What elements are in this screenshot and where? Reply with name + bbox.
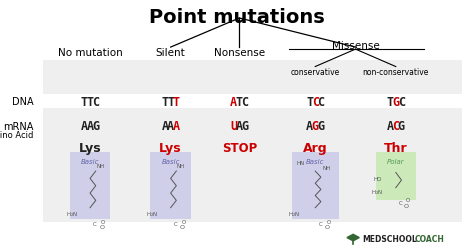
Bar — [292, 152, 339, 219]
Text: C: C — [92, 96, 99, 109]
Text: A: A — [173, 119, 180, 133]
Text: $\mathregular{O}$: $\mathregular{O}$ — [403, 201, 410, 209]
Text: STOP: STOP — [222, 141, 257, 154]
Text: Polar: Polar — [387, 159, 405, 165]
Text: NH: NH — [177, 163, 185, 168]
Bar — [43, 95, 462, 109]
Text: MEDSCHOOL: MEDSCHOOL — [363, 234, 418, 243]
Text: A: A — [236, 119, 243, 133]
Text: A: A — [306, 119, 313, 133]
Text: Lys: Lys — [159, 141, 182, 154]
Bar — [70, 152, 110, 219]
Text: $\mathregular{O}$: $\mathregular{O}$ — [99, 223, 105, 231]
Text: HO: HO — [373, 177, 382, 182]
Text: A: A — [387, 119, 394, 133]
Text: A: A — [230, 96, 237, 109]
Text: C: C — [311, 96, 319, 109]
Text: T: T — [387, 96, 394, 109]
Text: T: T — [236, 96, 243, 109]
Text: Basic: Basic — [306, 159, 325, 165]
Text: mRNA: mRNA — [3, 121, 33, 131]
Text: $\mathregular{O}$: $\mathregular{O}$ — [100, 217, 106, 225]
Text: Missense: Missense — [332, 40, 379, 50]
Text: Amino Acid: Amino Acid — [0, 130, 33, 139]
Text: A: A — [162, 119, 169, 133]
Text: A: A — [86, 119, 94, 133]
Text: COACH: COACH — [415, 234, 445, 243]
Text: $\mathregular{H_2N}$: $\mathregular{H_2N}$ — [288, 210, 300, 219]
Text: T: T — [167, 96, 174, 109]
Text: Arg: Arg — [303, 141, 328, 154]
Text: $\mathregular{O}$: $\mathregular{O}$ — [324, 223, 330, 231]
Text: G: G — [92, 119, 99, 133]
Text: T: T — [81, 96, 88, 109]
Text: T: T — [306, 96, 313, 109]
Text: $\mathregular{H_2N}$: $\mathregular{H_2N}$ — [146, 210, 159, 219]
Text: Lys: Lys — [79, 141, 101, 154]
Text: Basic: Basic — [161, 159, 180, 165]
Text: $\mathregular{O}$: $\mathregular{O}$ — [405, 196, 411, 203]
Text: Point mutations: Point mutations — [149, 8, 325, 26]
Text: $\mathregular{H_2N}$: $\mathregular{H_2N}$ — [66, 210, 78, 219]
Text: G: G — [392, 96, 400, 109]
Text: T: T — [162, 96, 169, 109]
Text: C: C — [392, 119, 400, 133]
Text: DNA: DNA — [11, 97, 33, 107]
Text: No mutation: No mutation — [58, 48, 122, 58]
Text: conservative: conservative — [291, 67, 340, 76]
Text: $\mathregular{C}$: $\mathregular{C}$ — [173, 219, 178, 227]
Text: Nonsense: Nonsense — [214, 48, 265, 58]
Text: non-conservative: non-conservative — [363, 67, 429, 76]
Text: $\mathregular{O}$: $\mathregular{O}$ — [326, 217, 331, 225]
Text: $\mathregular{H_2N}$: $\mathregular{H_2N}$ — [371, 187, 383, 196]
Text: $\mathregular{C}$: $\mathregular{C}$ — [92, 219, 98, 227]
Text: NH: NH — [323, 165, 331, 170]
Text: A: A — [167, 119, 174, 133]
Text: G: G — [311, 119, 319, 133]
Text: $\mathregular{C}$: $\mathregular{C}$ — [398, 199, 403, 206]
Text: C: C — [398, 96, 405, 109]
Text: $\mathregular{O}$: $\mathregular{O}$ — [179, 223, 186, 231]
Text: G: G — [241, 119, 248, 133]
Text: T: T — [86, 96, 94, 109]
Bar — [43, 60, 462, 222]
Polygon shape — [347, 234, 359, 241]
Text: T: T — [173, 96, 180, 109]
Text: Thr: Thr — [384, 141, 408, 154]
Text: A: A — [81, 119, 88, 133]
Text: C: C — [317, 96, 324, 109]
Text: $\mathregular{C}$: $\mathregular{C}$ — [318, 219, 323, 227]
Text: NH: NH — [96, 163, 104, 168]
Text: C: C — [241, 96, 248, 109]
Text: G: G — [317, 119, 324, 133]
Text: HN: HN — [297, 160, 305, 165]
Bar — [375, 152, 416, 201]
Text: Silent: Silent — [156, 48, 185, 58]
Text: U: U — [230, 119, 237, 133]
Bar — [151, 152, 191, 219]
Text: $\mathregular{O}$: $\mathregular{O}$ — [181, 217, 187, 225]
Text: Basic: Basic — [81, 159, 100, 165]
Text: G: G — [398, 119, 405, 133]
